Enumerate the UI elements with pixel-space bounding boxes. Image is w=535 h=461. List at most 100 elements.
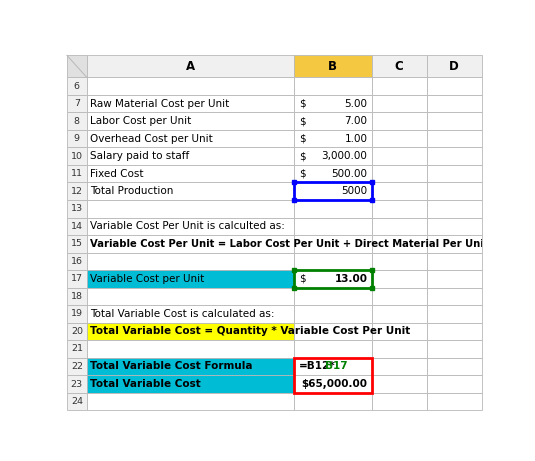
Bar [87,55,294,77]
Bar [87,288,294,305]
Bar [294,200,372,218]
Text: 22: 22 [71,362,83,371]
Bar [372,95,427,112]
Bar [372,305,427,323]
Text: Variable Cost per Unit: Variable Cost per Unit [90,274,204,284]
Bar [294,95,372,112]
Bar [67,165,87,183]
Bar [87,393,294,410]
Bar [427,95,482,112]
Bar [294,77,372,95]
Text: $: $ [299,134,305,144]
Text: $: $ [299,274,305,284]
Text: A: A [186,60,195,73]
Bar [294,183,372,200]
Text: B17: B17 [325,361,347,372]
Bar [294,112,372,130]
Text: C: C [395,60,403,73]
Bar [372,148,427,165]
Bar [67,235,87,253]
Bar [87,148,294,165]
Bar [67,253,87,270]
Bar [87,130,294,148]
Bar [67,270,87,288]
Text: 23: 23 [71,379,83,389]
Bar [67,183,87,200]
Bar [67,200,87,218]
Text: B: B [328,60,338,73]
Text: 1.00: 1.00 [345,134,368,144]
Text: 17: 17 [71,274,83,284]
Bar [294,358,372,375]
Text: Salary paid to staff: Salary paid to staff [90,151,189,161]
Text: Labor Cost per Unit: Labor Cost per Unit [90,116,191,126]
Text: $: $ [299,116,305,126]
Text: $: $ [299,151,305,161]
Bar [372,323,427,340]
Text: 3,000.00: 3,000.00 [322,151,368,161]
Bar [372,77,427,95]
Bar [87,183,294,200]
Bar [67,375,87,393]
Bar [87,95,294,112]
Text: =B12*: =B12* [299,361,335,372]
Text: Variable Cost Per Unit is calculted as:: Variable Cost Per Unit is calculted as: [90,221,285,231]
Text: 21: 21 [71,344,83,354]
Text: D: D [449,60,459,73]
Bar [67,288,87,305]
Bar [67,55,87,77]
Text: 9: 9 [74,134,80,143]
Text: 13: 13 [71,204,83,213]
Bar [372,288,427,305]
Text: Total Variable Cost = Quantity * Variable Cost Per Unit: Total Variable Cost = Quantity * Variabl… [90,326,410,337]
Bar [294,253,372,270]
Bar [87,235,294,253]
Bar [427,112,482,130]
Bar [87,165,294,183]
Bar [372,55,427,77]
Bar [67,130,87,148]
Text: $65,000.00: $65,000.00 [302,379,368,389]
Bar [427,165,482,183]
Bar [294,165,372,183]
Text: 500.00: 500.00 [332,169,368,179]
Text: 7: 7 [74,99,80,108]
Bar [427,270,482,288]
Bar [294,270,372,288]
Bar [294,323,372,340]
Text: 13.00: 13.00 [334,274,368,284]
Bar [372,218,427,235]
Text: 5.00: 5.00 [345,99,368,109]
Bar [67,148,87,165]
Bar [87,112,294,130]
Bar [427,218,482,235]
Bar [294,218,372,235]
Bar [87,218,294,235]
Bar [427,375,482,393]
Bar [294,340,372,358]
Bar [87,375,294,393]
Bar [427,253,482,270]
Bar [427,358,482,375]
Bar [87,270,294,288]
Text: 15: 15 [71,239,83,248]
Text: 6: 6 [74,82,80,91]
Bar [294,288,372,305]
Bar [294,55,372,77]
Bar [67,340,87,358]
Text: Raw Material Cost per Unit: Raw Material Cost per Unit [90,99,229,109]
Bar [294,393,372,410]
Text: Total Variable Cost Formula: Total Variable Cost Formula [90,361,252,372]
Text: Fixed Cost: Fixed Cost [90,169,143,179]
Bar [294,305,372,323]
Text: Variable Cost Per Unit = Labor Cost Per Unit + Direct Material Per Unit ·: Variable Cost Per Unit = Labor Cost Per … [90,239,495,249]
Text: 20: 20 [71,327,83,336]
Bar [87,340,294,358]
Bar [427,235,482,253]
Bar [67,112,87,130]
Text: 18: 18 [71,292,83,301]
Bar [87,200,294,218]
Bar [67,393,87,410]
Text: 24: 24 [71,397,83,406]
Bar [427,288,482,305]
